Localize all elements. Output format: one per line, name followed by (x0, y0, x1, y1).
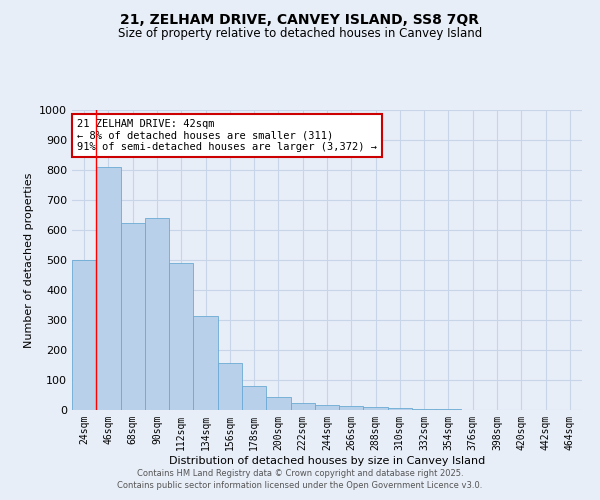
X-axis label: Distribution of detached houses by size in Canvey Island: Distribution of detached houses by size … (169, 456, 485, 466)
Bar (412, 409, 436, 410)
Bar (388, 408, 412, 410)
Bar (315, 404, 339, 410)
Text: 21 ZELHAM DRIVE: 42sqm
← 8% of detached houses are smaller (311)
91% of semi-det: 21 ZELHAM DRIVE: 42sqm ← 8% of detached … (77, 119, 377, 152)
Bar (145, 218, 169, 410)
Text: Contains public sector information licensed under the Open Government Licence v3: Contains public sector information licen… (118, 481, 482, 490)
Bar (364, 407, 388, 410)
Bar (242, 386, 266, 410)
Bar (218, 362, 242, 410)
Bar (290, 404, 315, 410)
Bar (339, 406, 364, 410)
Y-axis label: Number of detached properties: Number of detached properties (23, 172, 34, 348)
Bar (72, 260, 96, 410)
Text: Size of property relative to detached houses in Canvey Island: Size of property relative to detached ho… (118, 28, 482, 40)
Text: Contains HM Land Registry data © Crown copyright and database right 2025.: Contains HM Land Registry data © Crown c… (137, 468, 463, 477)
Text: 21, ZELHAM DRIVE, CANVEY ISLAND, SS8 7QR: 21, ZELHAM DRIVE, CANVEY ISLAND, SS8 7QR (121, 12, 479, 26)
Bar (266, 397, 290, 410)
Bar (169, 263, 193, 410)
Bar (193, 316, 218, 410)
Bar (96, 167, 121, 410)
Bar (121, 222, 145, 410)
